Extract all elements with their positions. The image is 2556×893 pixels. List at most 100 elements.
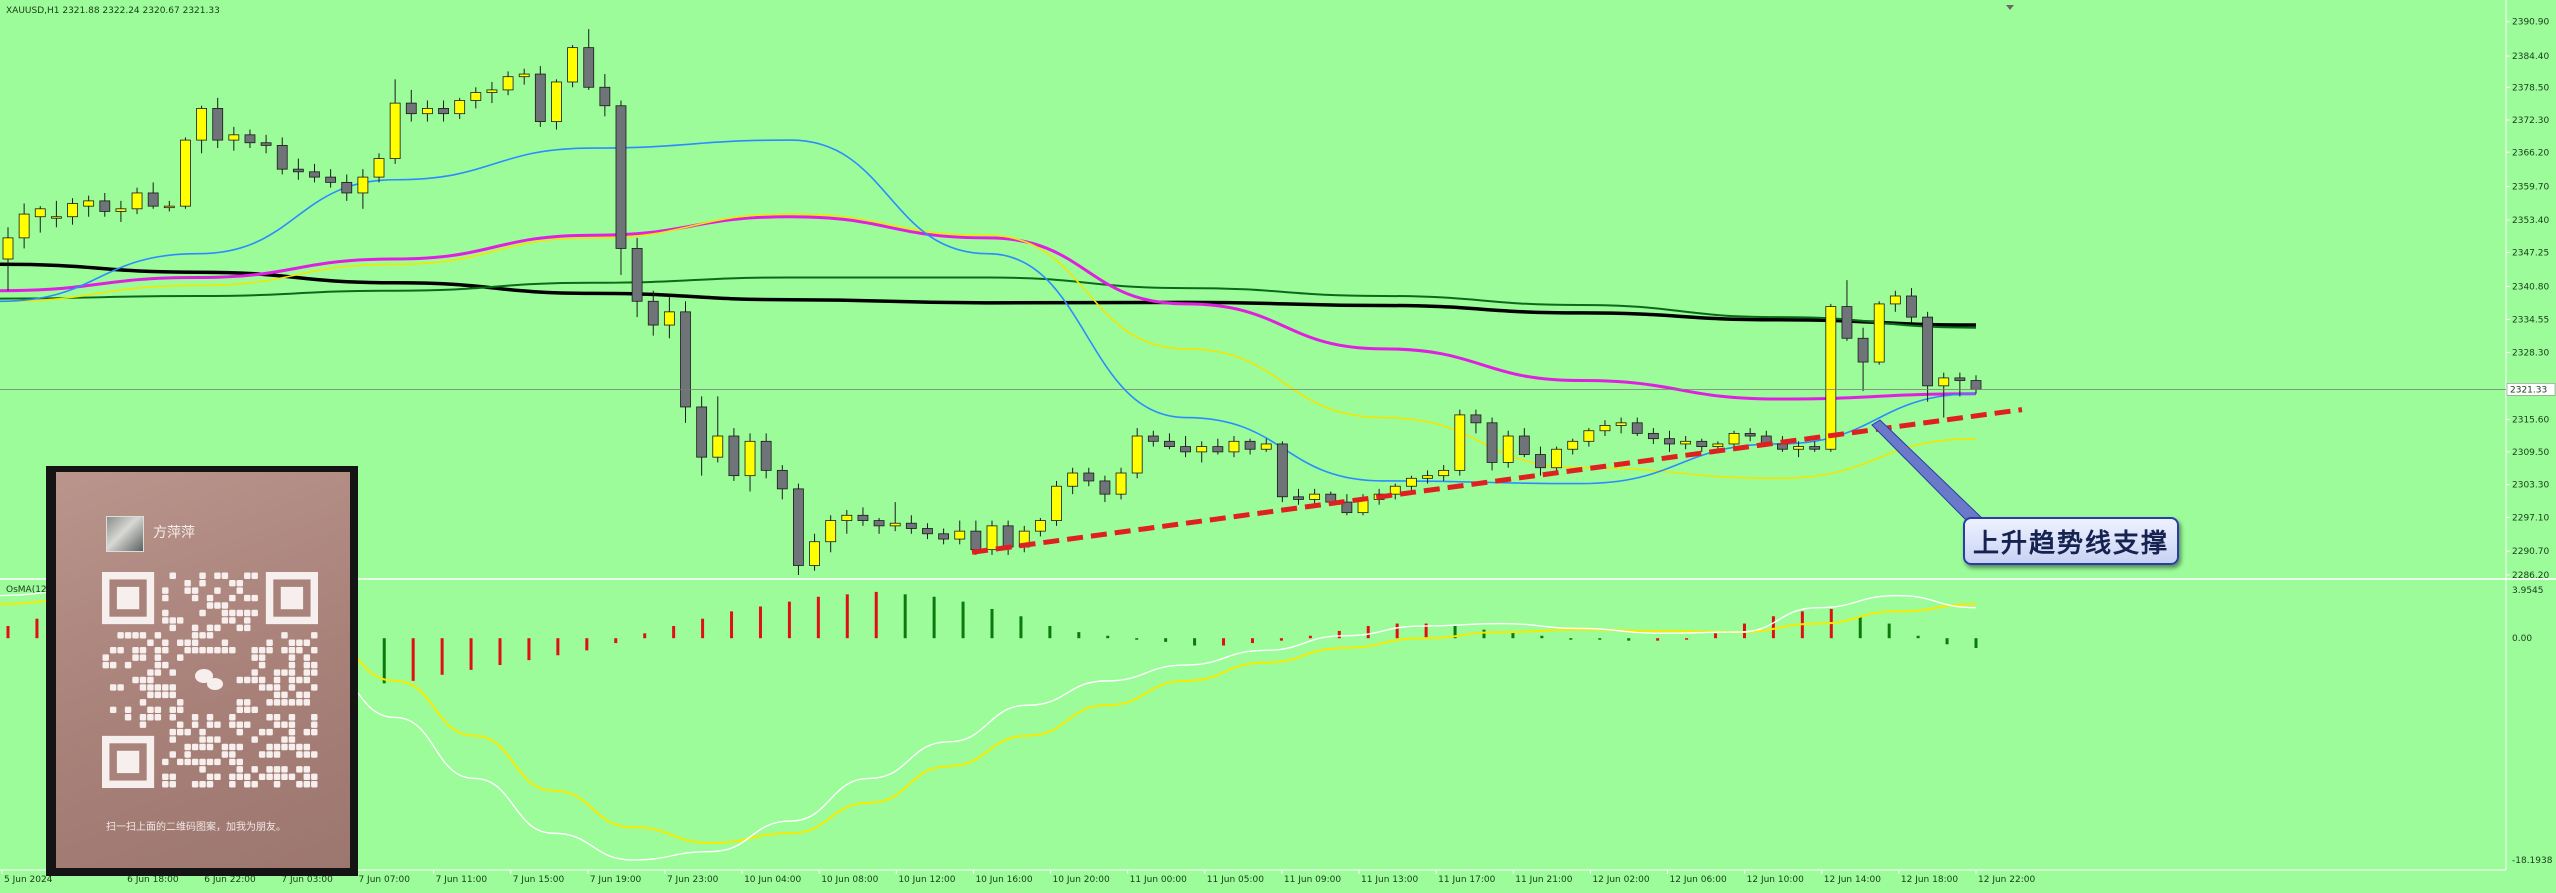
- oscillator-bar: [701, 618, 705, 639]
- qr-module: [214, 773, 221, 781]
- qr-module: [258, 646, 266, 654]
- time-tick-label: 12 Jun 14:00: [1824, 875, 1881, 885]
- qr-module: [288, 676, 296, 684]
- qr-module: [236, 706, 244, 714]
- qr-module: [214, 587, 221, 594]
- bearish-candle: [1664, 438, 1675, 445]
- avatar: [106, 516, 144, 552]
- qr-module: [169, 691, 176, 699]
- bearish-candle: [1083, 472, 1095, 482]
- qr-module: [184, 743, 191, 751]
- qr-module: [244, 624, 251, 632]
- qr-module: [296, 766, 303, 773]
- qr-module: [244, 594, 251, 602]
- qr-module: [296, 639, 303, 646]
- qr-module: [251, 609, 258, 617]
- oscillator-bar: [585, 638, 589, 651]
- scroll-marker-icon[interactable]: [2006, 5, 2014, 10]
- bearish-candle: [615, 105, 627, 249]
- oscillator-bar: [1077, 632, 1081, 639]
- time-tick-label: 11 Jun 17:00: [1438, 875, 1495, 885]
- bullish-candle: [1115, 472, 1127, 495]
- price-tick-label: 2286.20: [2512, 571, 2549, 581]
- qr-module: [236, 609, 244, 617]
- bullish-candle: [1889, 295, 1901, 305]
- qr-module: [184, 587, 191, 594]
- bullish-candle: [889, 522, 901, 527]
- trend-support-annotation[interactable]: 上升趋势线支撑: [1963, 517, 2179, 565]
- bearish-candle: [1180, 446, 1191, 453]
- qr-module: [147, 669, 154, 676]
- qr-module: [266, 743, 273, 751]
- qr-module: [139, 632, 147, 639]
- qr-module: [266, 639, 273, 646]
- qr-module: [139, 646, 147, 654]
- qr-module: [154, 684, 162, 691]
- time-tick-label: 11 Jun 05:00: [1207, 875, 1264, 885]
- oscillator-bar: [614, 638, 618, 644]
- wechat-icon-bubble: [207, 678, 223, 690]
- oscillator-bar: [382, 638, 386, 684]
- bullish-candle: [486, 89, 498, 93]
- qr-module: [199, 766, 206, 773]
- qr-module: [303, 781, 311, 788]
- bullish-candle: [954, 530, 966, 540]
- oscillator-bar: [1279, 638, 1283, 641]
- qr-module: [273, 751, 281, 758]
- moving-average-line: [0, 276, 1977, 329]
- qr-module: [191, 646, 199, 654]
- qr-module: [266, 728, 273, 736]
- uptrend-line[interactable]: [971, 407, 2023, 555]
- bearish-candle: [680, 311, 691, 408]
- price-tick-label: 2297.10: [2512, 513, 2549, 523]
- qr-module: [169, 751, 176, 758]
- time-tick-label: 10 Jun 08:00: [821, 875, 878, 885]
- bullish-candle: [389, 102, 401, 160]
- qr-module: [206, 624, 214, 632]
- oscillator-bar: [1164, 638, 1168, 642]
- qr-module: [258, 751, 266, 758]
- qr-module: [303, 676, 311, 684]
- oscillator-bar: [1714, 633, 1718, 639]
- bullish-candle: [1051, 485, 1062, 521]
- qr-module: [273, 699, 281, 706]
- qr-module: [288, 646, 296, 654]
- qr-module: [221, 602, 229, 609]
- qr-module: [199, 632, 206, 639]
- bearish-candle: [776, 469, 788, 490]
- bullish-candle: [809, 541, 820, 566]
- qr-module: [169, 669, 176, 676]
- qr-module: [281, 721, 288, 728]
- qr-module: [281, 773, 288, 781]
- contact-name: 方萍萍: [153, 525, 195, 541]
- oscillator-bar: [1222, 638, 1226, 646]
- oscillator-tick-label: -18.1938: [2512, 856, 2553, 866]
- price-tick-label: 2372.30: [2512, 116, 2549, 126]
- qr-module: [296, 646, 303, 654]
- qr-module: [184, 728, 191, 736]
- oscillator-bar: [1395, 623, 1399, 639]
- bearish-candle: [99, 200, 111, 212]
- bullish-candle: [1196, 446, 1208, 453]
- time-tick-label: 10 Jun 16:00: [975, 875, 1032, 885]
- oscillator-bar: [411, 638, 415, 681]
- qr-card-body: 方萍萍 扫一扫上面的二维码图案，加我为朋友。: [56, 472, 350, 868]
- time-tick-label: 12 Jun 22:00: [1978, 875, 2035, 885]
- candles: [2, 29, 1982, 575]
- qr-module: [273, 684, 281, 691]
- qr-module: [244, 617, 251, 624]
- qr-module: [266, 751, 273, 758]
- qr-module: [147, 691, 154, 699]
- price-tick-label: 2315.60: [2512, 416, 2549, 426]
- qr-module: [109, 646, 117, 654]
- qr-module: [184, 758, 191, 766]
- qr-module: [266, 684, 273, 691]
- qr-module: [303, 751, 311, 758]
- qr-module: [251, 572, 258, 579]
- moving-average-line: [0, 262, 1977, 327]
- bullish-candle: [1583, 430, 1595, 442]
- price-tick-label: 2359.70: [2512, 183, 2549, 193]
- qr-module: [281, 691, 288, 699]
- oscillator-bar: [990, 608, 994, 639]
